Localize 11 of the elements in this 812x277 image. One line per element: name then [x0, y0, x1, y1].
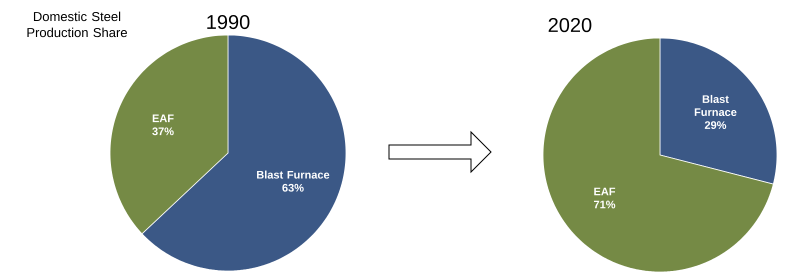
text: Domestic Steel Production Share — [27, 12, 127, 38]
slice-label: Blast Furnace — [694, 94, 736, 116]
data-label: 71% — [594, 200, 616, 208]
data-label: 63% — [282, 184, 304, 192]
data-label: 29% — [704, 121, 726, 130]
data-label: 37% — [152, 127, 174, 136]
slice-label: Blast Furnace — [257, 170, 330, 179]
chart-title: 2020 — [548, 18, 592, 32]
slice-label: EAF — [594, 188, 616, 196]
slice-label: EAF — [152, 114, 174, 122]
chart-title: 1990 — [207, 14, 250, 30]
